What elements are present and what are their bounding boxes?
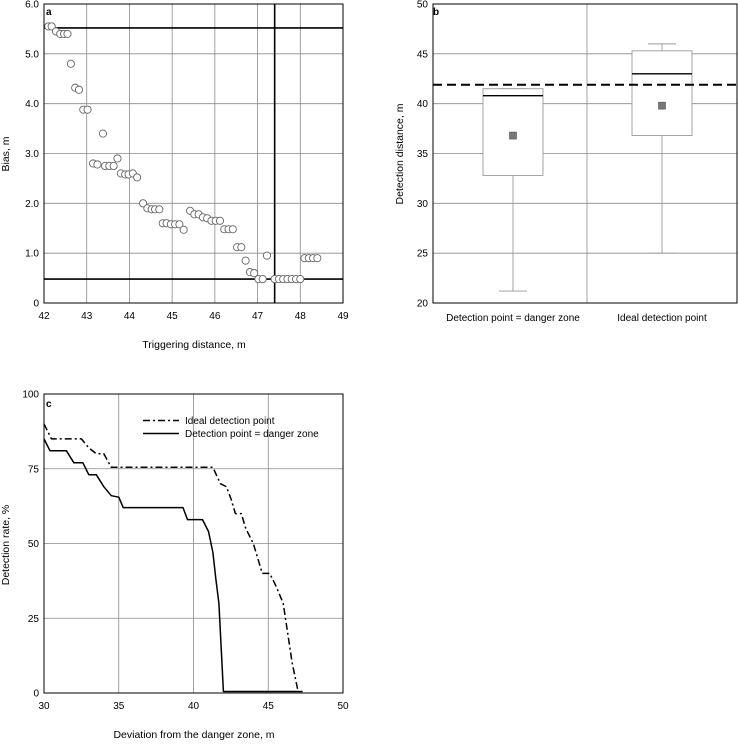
panel-a-ylabel: Bias, m — [0, 136, 12, 171]
panel-a-ytick-label: 5.0 — [25, 49, 39, 60]
panel-a-xtick-label: 44 — [124, 311, 136, 322]
panel-c-xlabel: Deviation from the danger zone, m — [113, 729, 274, 741]
panel-b-ylabel: Detection distance, m — [394, 103, 406, 204]
box-body — [631, 50, 693, 137]
panel-b-letter: b — [433, 7, 439, 18]
panel-b: b Detection distance, m 20 25 30 35 40 45 50 De… — [394, 0, 738, 324]
panel-a-xtick-label: 43 — [81, 311, 93, 322]
panel-c-xtick-label: 40 — [188, 701, 200, 712]
panel-a-data-point — [133, 173, 142, 182]
panel-a-frame — [43, 3, 344, 304]
panel-a-data-point — [258, 275, 267, 284]
panel-b-ytick-label: 40 — [417, 99, 429, 110]
panel-a-data-point — [262, 251, 272, 260]
panel-a-data-point — [313, 254, 322, 263]
panel-b-ytick-label: 45 — [417, 49, 429, 60]
panel-a-data-point — [241, 256, 250, 265]
panel-a-xtick-label: 48 — [295, 311, 307, 322]
panel-c-ytick-label: 0 — [33, 689, 39, 700]
panel-a-data-point — [215, 216, 225, 225]
panel-c-ytick-label: 25 — [28, 614, 40, 625]
panel-a-data-point — [155, 205, 164, 214]
panel-c-ytick-label: 75 — [28, 464, 40, 475]
panel-a-xtick-label: 46 — [209, 311, 221, 322]
panel-a-data-point — [66, 59, 75, 68]
box-mean-marker — [509, 131, 517, 140]
panel-a-letter: a — [46, 7, 52, 18]
panel-c-xtick-label: 45 — [263, 701, 275, 712]
box-mean-marker — [658, 101, 666, 110]
panel-c: c Deviation from the danger zone, m Dete… — [0, 390, 349, 742]
panel-a-ytick-label: 2.0 — [25, 199, 39, 210]
panel-b-ytick-label: 25 — [417, 249, 429, 260]
panel-a-data-point — [228, 225, 237, 234]
panel-b-frame — [432, 3, 738, 304]
panel-c-ytick-label: 50 — [28, 539, 40, 550]
series-line-detection-point-danger-zone — [43, 438, 303, 693]
panel-a-xlabel: Triggering distance, m — [142, 339, 246, 351]
panel-c-ytick-label: 100 — [22, 390, 39, 401]
panel-a-ytick-label: 4.0 — [25, 99, 39, 110]
panel-a-xtick-label: 42 — [38, 311, 50, 322]
panel-a-xtick-label: 47 — [252, 311, 264, 322]
panel-a-data-point — [179, 225, 188, 234]
panel-b-ytick-label: 20 — [417, 299, 429, 310]
panel-a-ytick-label: 1.0 — [25, 249, 39, 260]
panel-a-data-point — [83, 105, 92, 114]
panel-c-xtick-label: 30 — [38, 701, 50, 712]
panel-b-ytick-label: 50 — [417, 0, 429, 11]
panel-a-data-point — [296, 275, 305, 284]
panel-a-data-point — [237, 243, 246, 252]
panel-a-ytick-label: 0 — [33, 299, 39, 310]
panel-b-category-label: Ideal detection point — [617, 313, 707, 324]
panel-a-data-point — [93, 160, 102, 169]
panel-a: a Triggering distance, m Bias, m 42 43 44 4… — [0, 0, 349, 351]
panel-c-xtick-label: 35 — [113, 701, 125, 712]
legend-entry-label: Ideal detection point — [185, 416, 275, 427]
panel-a-xtick-label: 45 — [167, 311, 179, 322]
panel-b-ytick-label: 30 — [417, 199, 429, 210]
panel-a-data-point — [113, 154, 122, 163]
legend-entry-label: Detection point = danger zone — [185, 429, 319, 440]
panel-a-ytick-label: 3.0 — [25, 149, 39, 160]
panel-c-xtick-label: 50 — [337, 701, 349, 712]
panel-c-frame — [43, 393, 344, 694]
panel-a-xtick-label: 49 — [337, 311, 349, 322]
panel-a-data-point — [98, 129, 107, 138]
panel-c-ylabel: Detection rate, % — [0, 505, 12, 586]
panel-a-data-point — [63, 29, 72, 38]
panel-a-data-point — [109, 161, 118, 171]
panel-a-data-point — [250, 269, 259, 278]
panel-a-data-point — [175, 220, 184, 229]
panel-a-data-point — [74, 85, 84, 94]
panel-c-letter: c — [46, 399, 52, 410]
series-line-ideal-detection-point — [43, 423, 299, 692]
panel-b-category-label: Detection point = danger zone — [446, 313, 580, 324]
panel-b-ytick-label: 35 — [417, 149, 429, 160]
panel-a-ytick-label: 6.0 — [25, 0, 39, 11]
